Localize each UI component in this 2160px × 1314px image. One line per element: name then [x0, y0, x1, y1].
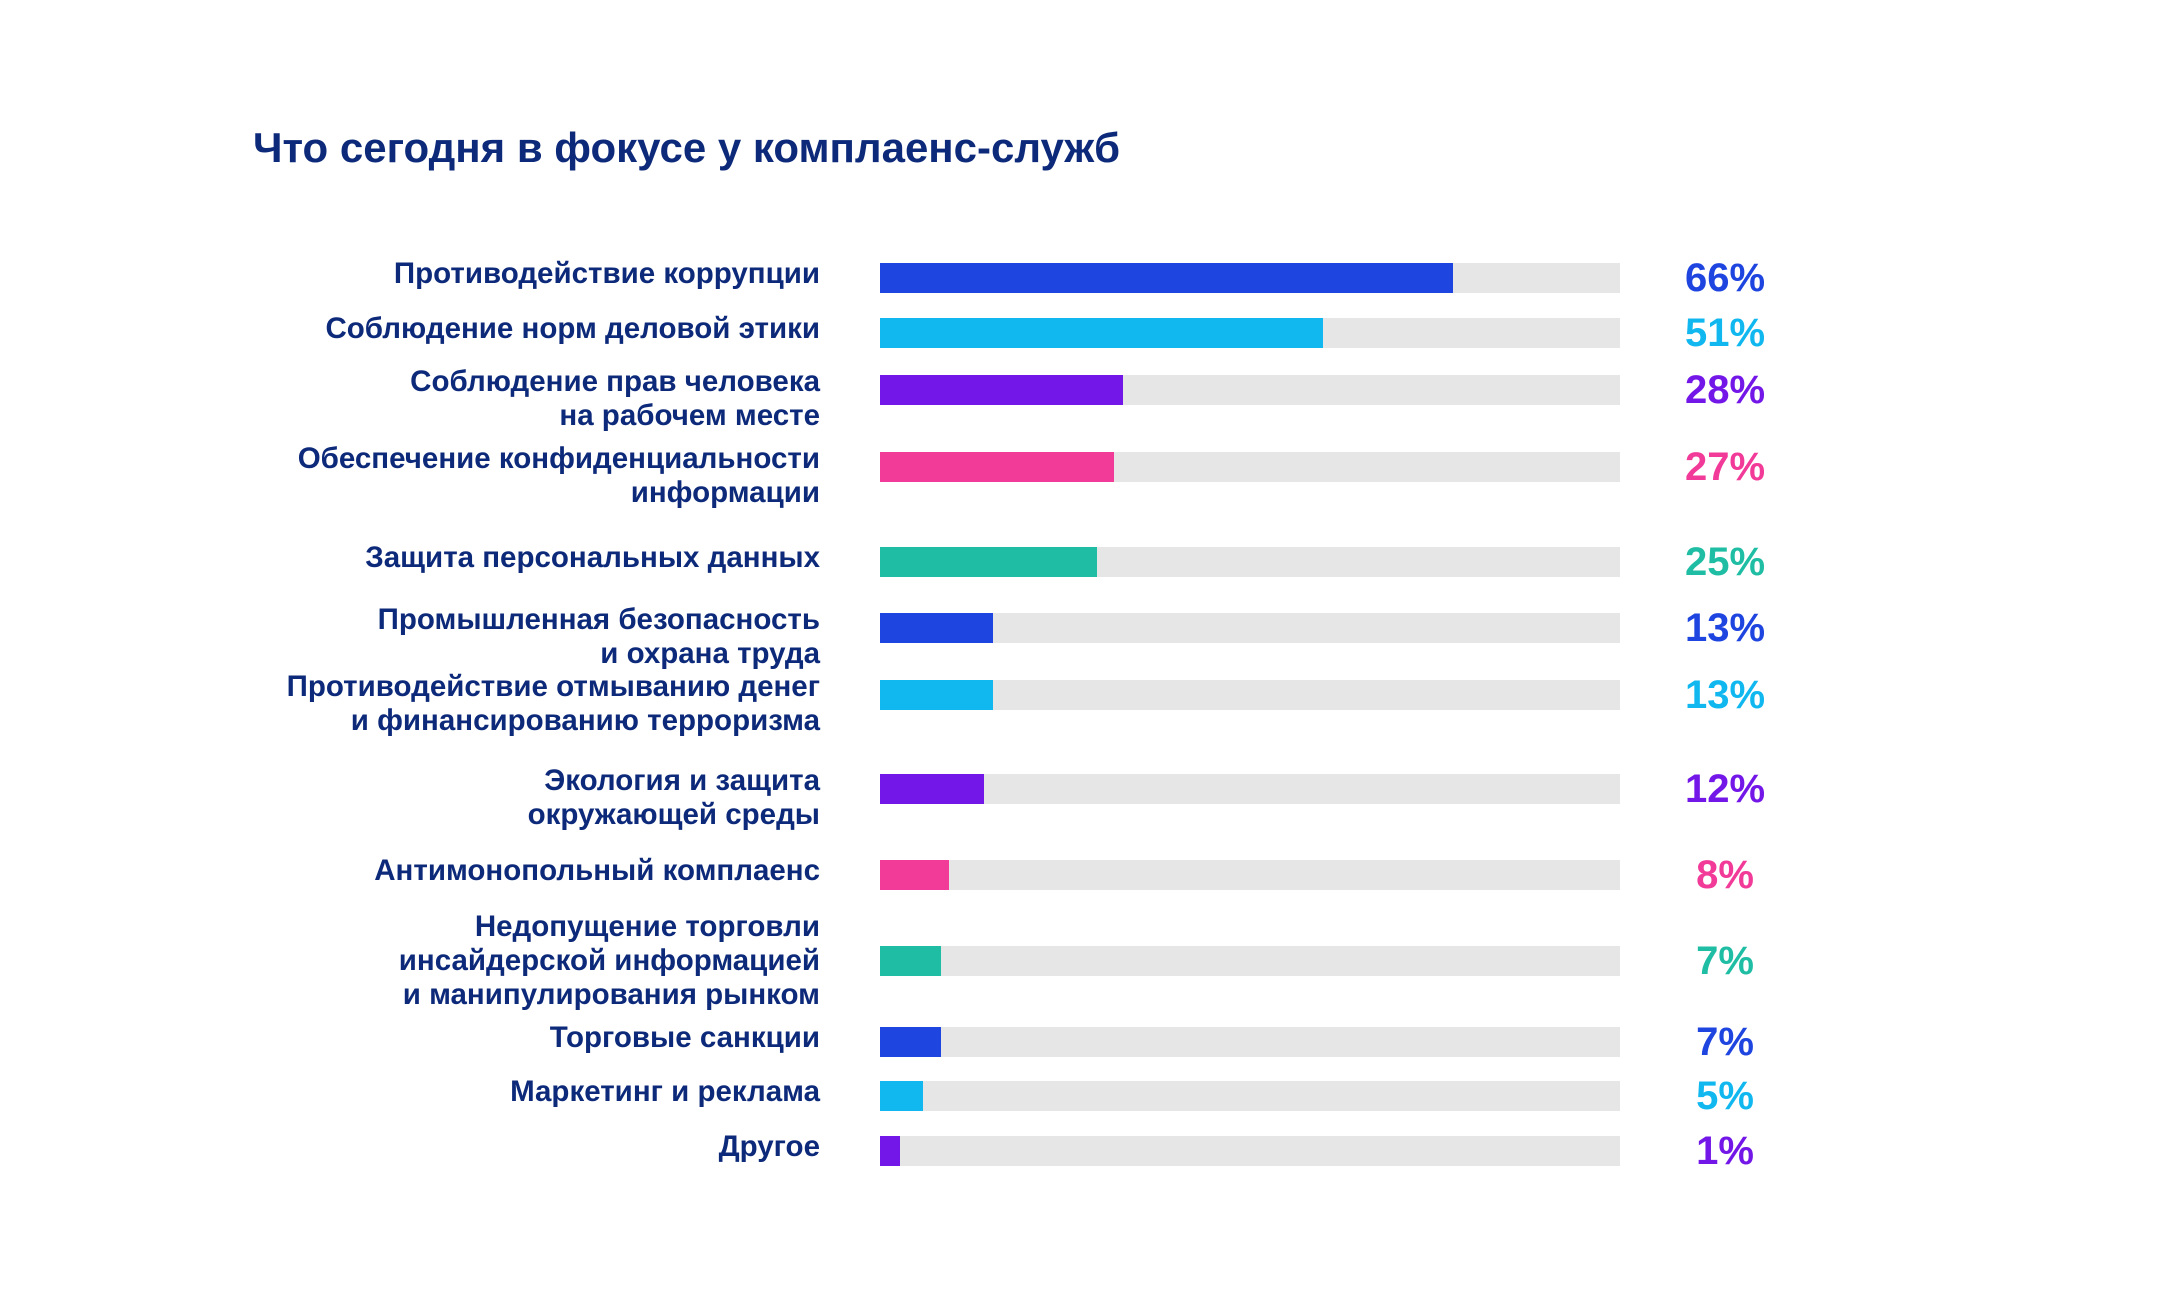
- category-label-line: Защита персональных данных: [365, 541, 820, 574]
- category-label: Соблюдение норм деловой этики: [100, 312, 820, 346]
- value-label: 28%: [1684, 368, 1766, 412]
- bar: [880, 1136, 900, 1166]
- bar: [880, 263, 1453, 293]
- category-label-line: и манипулирования рынком: [402, 978, 820, 1011]
- category-label-line: Экология и защита: [544, 764, 820, 797]
- category-label-line: Недопущение торговли: [474, 910, 820, 943]
- category-label: Промышленная безопасность и охрана труда: [100, 603, 820, 671]
- category-label: Противодействие коррупции: [100, 257, 820, 291]
- bar: [880, 318, 1323, 348]
- value-label: 7%: [1696, 939, 1754, 983]
- bar: [880, 946, 941, 976]
- bar: [880, 1027, 941, 1057]
- bar-track: [880, 946, 1620, 976]
- bar: [880, 375, 1124, 405]
- value-label: 13%: [1684, 673, 1766, 717]
- category-label-line: Торговые санкции: [549, 1021, 820, 1054]
- category-label-line: и финансированию терроризма: [350, 704, 820, 737]
- value-label: 1%: [1696, 1129, 1754, 1173]
- category-label: Экология и защита окружающей среды: [100, 764, 820, 832]
- bar: [880, 452, 1115, 482]
- bar-track: [880, 547, 1620, 577]
- chart-title: Что сегодня в фокусе у комплаенс-служб: [253, 124, 1121, 171]
- value-label: 13%: [1684, 606, 1766, 650]
- category-label-line: Антимонопольный комплаенс: [374, 854, 820, 887]
- bar-track: [880, 1027, 1620, 1057]
- bar-track: [880, 263, 1620, 293]
- bar-track: [880, 680, 1620, 710]
- category-label-line: Промышленная безопасность: [377, 603, 820, 636]
- bar: [880, 547, 1097, 577]
- bar: [880, 1081, 924, 1111]
- category-label-line: Маркетинг и реклама: [510, 1075, 820, 1108]
- category-label: Антимонопольный комплаенс: [100, 854, 820, 888]
- category-label-line: Обеспечение конфиденциальности: [297, 442, 820, 475]
- category-label-line: Соблюдение норм деловой этики: [325, 312, 820, 345]
- value-label: 7%: [1696, 1020, 1754, 1064]
- bar-track: [880, 613, 1620, 643]
- bar-track: [880, 452, 1620, 482]
- category-label-line: Противодействие коррупции: [393, 257, 820, 290]
- bar-track: [880, 774, 1620, 804]
- category-label-line: инсайдерской информацией: [398, 944, 820, 977]
- category-label: Защита персональных данных: [100, 541, 820, 575]
- bar-track: [880, 375, 1620, 405]
- value-label: 25%: [1684, 540, 1766, 584]
- category-label-line: информации: [630, 476, 820, 509]
- value-label: 66%: [1684, 256, 1766, 300]
- category-label: Торговые санкции: [100, 1021, 820, 1055]
- category-label: Маркетинг и реклама: [100, 1075, 820, 1109]
- bar: [880, 680, 993, 710]
- value-label: 8%: [1696, 853, 1754, 897]
- category-label-line: Другое: [718, 1130, 820, 1163]
- category-label-line: на рабочем месте: [559, 399, 820, 432]
- bar: [880, 774, 985, 804]
- bar-track: [880, 1081, 1620, 1111]
- bar: [880, 860, 950, 890]
- category-label-line: окружающей среды: [527, 798, 820, 831]
- bar-track: [880, 1136, 1620, 1166]
- category-label-line: и охрана труда: [600, 637, 820, 670]
- value-label: 51%: [1684, 311, 1766, 355]
- category-label: Недопущение торговли инсайдерской информа…: [100, 910, 820, 1012]
- bar-track: [880, 860, 1620, 890]
- category-label: Противодействие отмыванию денег и финанси…: [100, 670, 820, 738]
- value-label: 5%: [1696, 1074, 1754, 1118]
- value-label: 12%: [1684, 767, 1766, 811]
- category-label: Другое: [100, 1130, 820, 1164]
- bar: [880, 613, 993, 643]
- value-label: 27%: [1684, 445, 1766, 489]
- category-label: Соблюдение прав человека на рабочем месте: [100, 365, 820, 433]
- category-label-line: Соблюдение прав человека: [410, 365, 820, 398]
- category-label-line: Противодействие отмыванию денег: [286, 670, 820, 703]
- category-label: Обеспечение конфиденциальности информации: [100, 442, 820, 510]
- bar-track: [880, 318, 1620, 348]
